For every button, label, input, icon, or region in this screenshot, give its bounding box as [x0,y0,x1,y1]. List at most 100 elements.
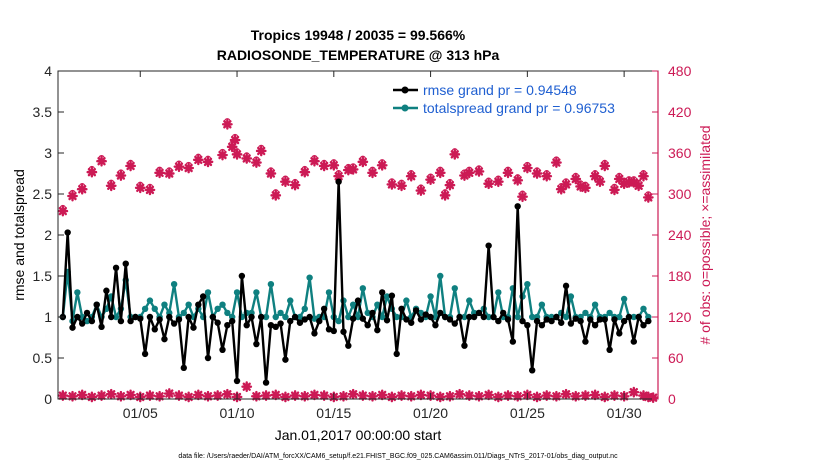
rmse-point [78,320,86,327]
rmse-point [485,242,492,249]
rmse-point [146,313,154,321]
obs-assimilated-marker [642,192,654,203]
totalspread-point [528,313,536,321]
obs-low-marker [541,390,553,401]
y-tick-label: 3.5 [33,104,53,120]
obs-assimilated-marker [255,145,267,157]
rmse-point [64,229,71,236]
totalspread-point [354,313,362,321]
y2-axis-label: # of obs: o=possible; ×=assimilated [697,125,713,344]
rmse-point [359,315,367,322]
totalspread-point [185,301,192,308]
totalspread-point [112,313,120,321]
totalspread-point [514,313,521,321]
rmse-point [137,315,144,322]
rmse-point [369,309,376,317]
rmse-point [533,317,541,325]
totalspread-point [74,289,81,296]
totalspread-point [146,297,154,304]
totalspread-point [204,289,212,296]
y-tick-label: 3 [44,145,52,161]
obs-assimilated-marker [289,179,301,191]
rmse-point [112,264,120,271]
legend-rmse-text: rmse grand pr = 0.94548 [423,82,577,98]
totalspread-point [170,281,178,288]
obs-low-marker [483,389,495,401]
obs-low-marker [647,392,659,404]
x-tick-label: 01/20 [413,405,448,421]
rmse-point [330,327,338,335]
totalspread-point [616,313,623,321]
totalspread-point [349,301,357,308]
rmse-point [233,377,241,385]
rmse-point [301,316,308,323]
rmse-point [393,350,400,358]
obs-assimilated-marker [333,170,345,182]
obs-assimilated-marker [638,170,649,182]
totalspread-point [301,305,308,312]
rmse-point [630,338,638,345]
obs-assimilated-marker [623,176,635,188]
obs-low-marker [270,389,282,401]
rmse-point [495,317,502,325]
y-tick-label: 1.5 [33,268,53,284]
totalspread-point [224,309,231,317]
totalspread-point [219,301,226,308]
rmse-point [475,309,483,317]
obs-assimilated-marker [449,148,461,160]
totalspread-point [538,301,546,308]
obs-low-marker [96,390,107,401]
obs-assimilated-marker [473,166,485,177]
rmse-point [127,317,134,325]
obs-assimilated-marker [502,167,514,179]
totalspread-point [461,313,468,321]
rmse-point [374,326,381,334]
obs-low-marker [125,389,136,401]
obs-low-marker [357,390,369,401]
totalspread-point [233,289,241,296]
rmse-point [543,316,550,323]
obs-low-marker [531,391,543,403]
obs-assimilated-marker [633,180,645,192]
rmse-point [601,316,608,323]
obs-low-marker [202,390,214,402]
totalspread-point [267,281,275,288]
rmse-point [446,316,454,323]
rmse-point [383,317,391,324]
obs-low-marker [434,391,446,403]
rmse-point [490,313,497,321]
obs-low-marker [560,388,572,400]
obs-low-marker [105,388,117,400]
rmse-point [470,313,478,321]
y2-tick-label: 240 [668,227,692,243]
obs-assimilated-marker [550,157,562,168]
totalspread-point [562,313,570,321]
obs-low-marker [76,389,88,401]
totalspread-point [606,309,613,317]
obs-assimilated-marker [405,170,417,182]
obs-assimilated-marker [396,180,407,192]
y-tick-label: 4 [44,63,52,79]
rmse-point [340,328,347,335]
rmse-point [403,316,410,323]
rmse-point [83,309,91,317]
totalspread-point [364,309,371,317]
obs-assimilated-marker [67,190,78,202]
rmse-point [499,309,507,317]
obs-assimilated-marker [309,155,320,167]
totalspread-point [582,309,589,317]
obs-assimilated-marker [613,173,625,185]
rmse-point [635,313,642,321]
y2-tick-label: 0 [668,391,676,407]
rmse-point [558,319,565,326]
rmse-point [408,319,415,326]
rmse-point [214,319,221,326]
obs-low-marker [221,388,233,400]
rmse-point [451,320,458,327]
obs-assimilated-marker [250,157,262,168]
footnote: data file: /Users/raeder/DAI/ATM_forcXX/… [178,453,618,460]
rmse-point [587,316,594,323]
rmse-point [548,317,555,325]
rmse-point [132,313,139,321]
totalspread-point [180,309,188,317]
